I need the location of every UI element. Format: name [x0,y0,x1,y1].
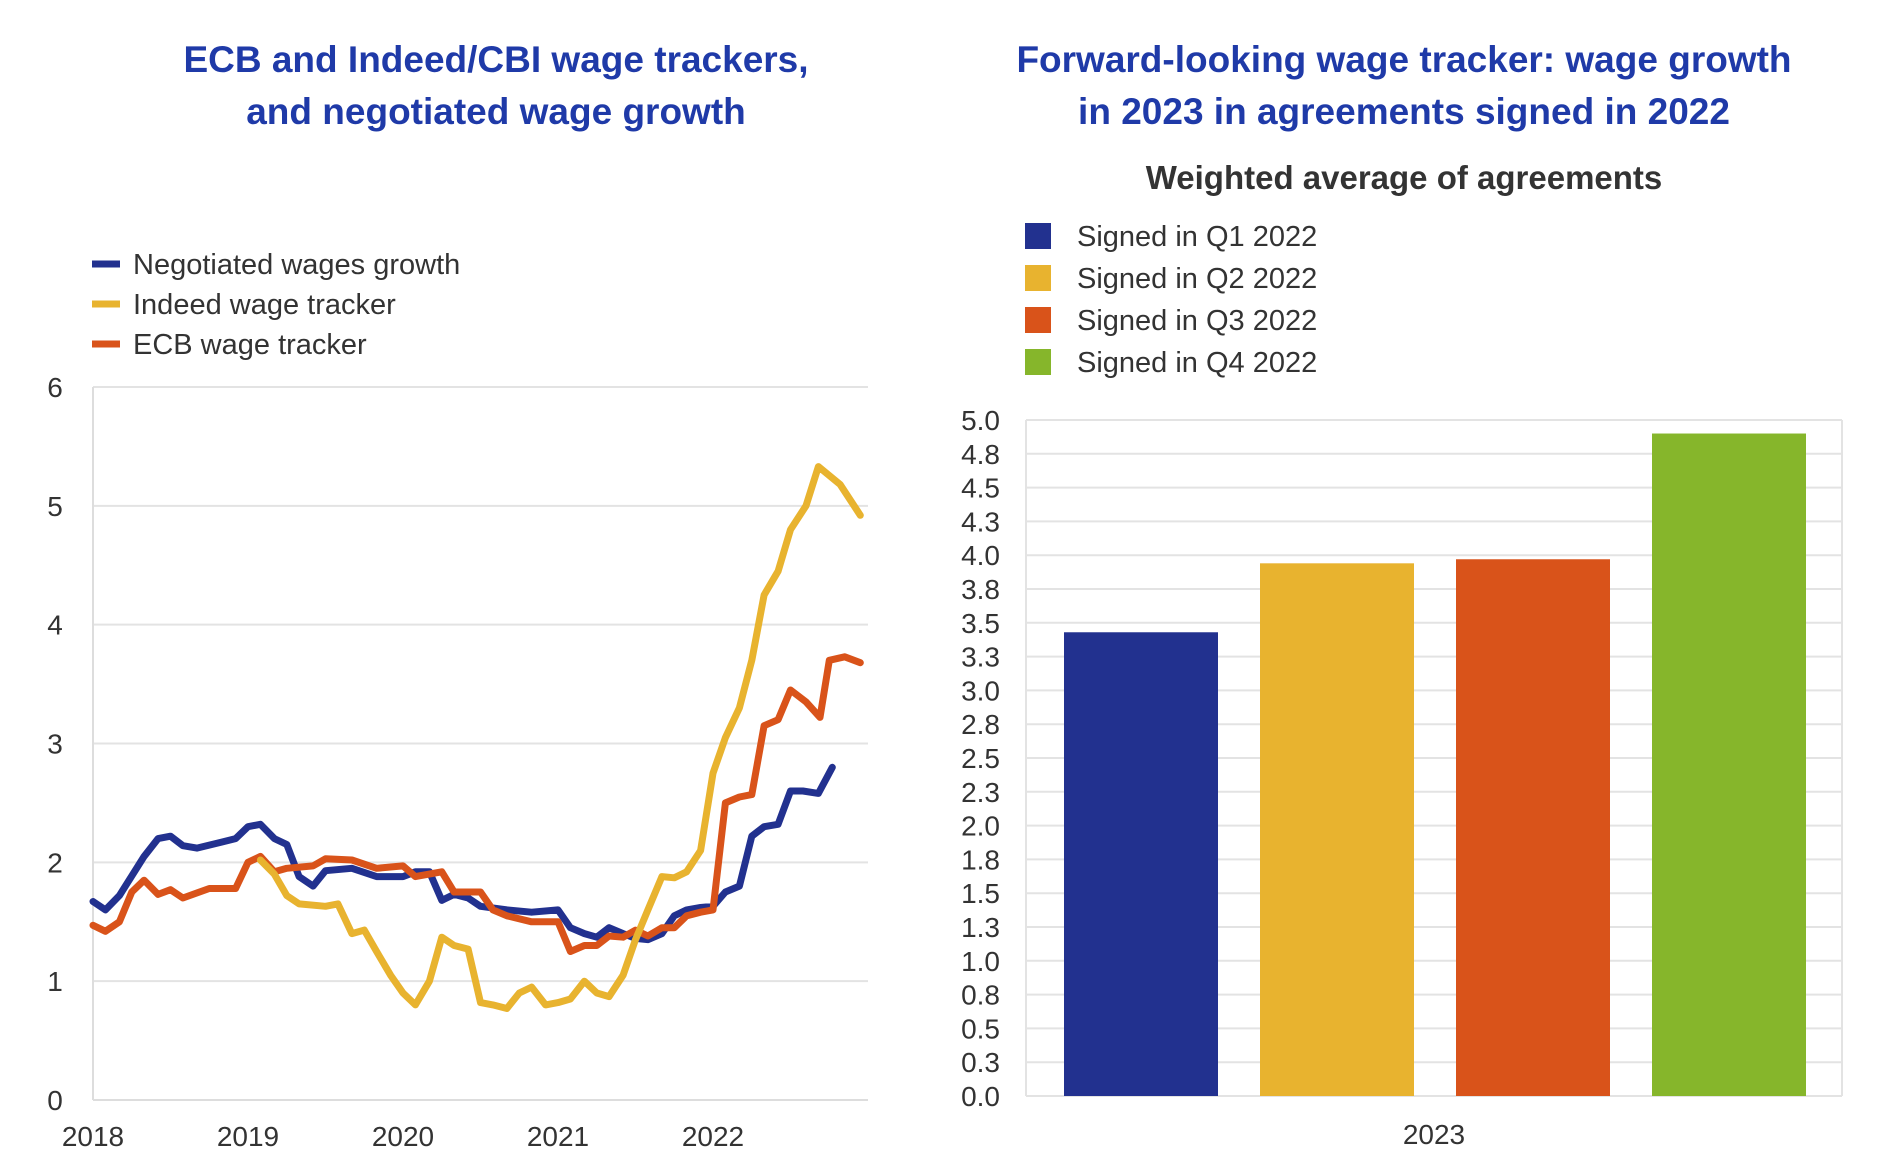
bar-signed-in-q4-2022 [1652,433,1806,1096]
legend-label: Signed in Q3 2022 [1077,305,1317,337]
x-tick-label: 2022 [682,1121,744,1152]
y-tick-label: 5.0 [961,405,1000,436]
legend-label: Negotiated wages growth [133,249,460,281]
y-tick-label: 1.8 [961,844,1000,875]
y-tick-label: 2.0 [961,811,1000,842]
y-tick-label: 3.5 [961,608,1000,639]
series-line-negotiated-wages-growth [89,763,836,944]
right-bar-chart: 0.00.30.50.81.01.31.51.82.02.32.52.83.03… [961,405,1843,1150]
x-category-label: 2023 [1403,1119,1465,1150]
y-tick-label: 3.8 [961,574,1000,605]
y-tick-label: 4 [47,610,63,641]
x-tick-label: 2019 [217,1121,279,1152]
series-line-ecb-wage-tracker [89,653,864,955]
legend-swatch [1025,307,1051,333]
y-tick-label: 2.3 [961,777,1000,808]
legend-swatch [1025,349,1051,375]
legend-label: ECB wage tracker [133,329,367,361]
y-tick-label: 6 [47,372,63,403]
y-tick-label: 4.8 [961,439,1000,470]
legend-label: Signed in Q2 2022 [1077,263,1317,295]
y-tick-label: 1.0 [961,946,1000,977]
y-tick-label: 3.0 [961,675,1000,706]
left-line-chart: 0 1 2 3 4 5 6 2018 2019 2020 2021 2022 [47,372,868,1152]
legend-swatch [1025,265,1051,291]
y-tick-label: 4.0 [961,540,1000,571]
right-chart-title-line-2: in 2023 in agreements signed in 2022 [1078,91,1730,132]
legend-swatch [1025,223,1051,249]
x-tick-label: 2021 [527,1121,589,1152]
y-tick-label: 2.8 [961,709,1000,740]
right-legend: Signed in Q1 2022 Signed in Q2 2022 Signed… [1025,221,1317,379]
y-tick-label: 0.5 [961,1013,1000,1044]
left-chart-title-line-2: and negotiated wage growth [246,91,746,132]
legend-label: Indeed wage tracker [133,289,396,321]
series-line-indeed-wage-tracker [256,463,864,1012]
bar-signed-in-q1-2022 [1064,632,1218,1096]
y-tick-label: 1 [47,966,63,997]
y-tick-label: 4.5 [961,473,1000,504]
bar-signed-in-q3-2022 [1456,559,1610,1096]
bar-signed-in-q2-2022 [1260,563,1414,1096]
y-tick-label: 2.5 [961,743,1000,774]
y-tick-label: 2 [47,847,63,878]
y-tick-label: 5 [47,491,63,522]
y-tick-label: 0.8 [961,980,1000,1011]
y-tick-label: 3.3 [961,642,1000,673]
y-tick-label: 1.5 [961,878,1000,909]
y-tick-label: 3 [47,729,63,760]
x-tick-label: 2020 [372,1121,434,1152]
y-tick-label: 0 [47,1085,63,1116]
y-tick-label: 0.3 [961,1047,1000,1078]
y-tick-label: 4.3 [961,506,1000,537]
left-legend: Negotiated wages growth Indeed wage track… [92,249,460,361]
y-tick-label: 0.0 [961,1081,1000,1112]
legend-label: Signed in Q4 2022 [1077,347,1317,379]
x-tick-label: 2018 [62,1121,124,1152]
right-chart-subtitle: Weighted average of agreements [1146,159,1663,196]
left-chart-title-line-1: ECB and Indeed/CBI wage trackers, [183,39,808,80]
legend-label: Signed in Q1 2022 [1077,221,1317,253]
y-tick-label: 1.3 [961,912,1000,943]
right-chart-title-line-1: Forward-looking wage tracker: wage growt… [1016,39,1791,80]
